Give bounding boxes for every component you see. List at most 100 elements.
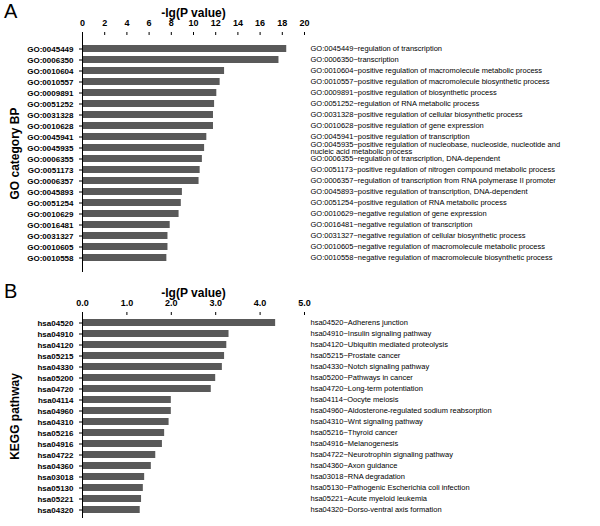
svg-text:hsa04310~Wnt signaling pathway: hsa04310~Wnt signaling pathway xyxy=(311,417,424,426)
svg-text:GO:0010605~negative regulation: GO:0010605~negative regulation of macrom… xyxy=(311,242,546,251)
svg-text:hsa05221: hsa05221 xyxy=(37,495,74,504)
svg-text:hsa04120: hsa04120 xyxy=(37,341,74,350)
svg-text:GO:0006357: GO:0006357 xyxy=(27,177,74,186)
svg-text:0: 0 xyxy=(80,18,85,28)
svg-text:hsa04330: hsa04330 xyxy=(37,363,74,372)
svg-text:GO:0006350: GO:0006350 xyxy=(27,56,74,65)
svg-text:4: 4 xyxy=(124,18,129,28)
svg-text:GO:0031328: GO:0031328 xyxy=(27,111,74,120)
svg-text:GO:0010558~negative regulation: GO:0010558~negative regulation of macrom… xyxy=(311,253,553,262)
svg-text:GO:0045449~regulation of trans: GO:0045449~regulation of transcription xyxy=(311,44,443,53)
svg-text:hsa05215: hsa05215 xyxy=(37,352,74,361)
svg-text:18: 18 xyxy=(277,18,287,28)
svg-text:-lg(P value): -lg(P value) xyxy=(161,286,225,300)
html-text:nucleic acid metabolic process: nucleic acid metabolic process xyxy=(310,147,413,157)
svg-text:hsa04722~Neurotrophin signalin: hsa04722~Neurotrophin signaling pathway xyxy=(311,450,454,459)
svg-text:GO:0006355: GO:0006355 xyxy=(27,155,74,164)
svg-text:5.0: 5.0 xyxy=(298,298,311,308)
svg-text:hsa04120~Ubiquitin mediated pr: hsa04120~Ubiquitin mediated proteolysis xyxy=(311,340,449,349)
svg-text:hsa03018~RNA degradation: hsa03018~RNA degradation xyxy=(311,472,405,481)
svg-text:GO:0010558: GO:0010558 xyxy=(27,254,74,263)
svg-text:GO:0010557~positive regulation: GO:0010557~positive regulation of macrom… xyxy=(311,77,550,86)
svg-text:KEGG pathway: KEGG pathway xyxy=(8,373,22,460)
svg-text:6: 6 xyxy=(147,18,152,28)
svg-text:12: 12 xyxy=(210,17,221,28)
svg-text:GO:0009891: GO:0009891 xyxy=(27,89,74,98)
svg-text:GO:0051254: GO:0051254 xyxy=(27,199,74,208)
svg-text:GO:0045935: GO:0045935 xyxy=(27,144,74,153)
svg-text:hsa05200~Pathways in cancer: hsa05200~Pathways in cancer xyxy=(311,373,414,382)
svg-text:hsa04910: hsa04910 xyxy=(37,330,74,339)
svg-text:GO:0006350~transcription: GO:0006350~transcription xyxy=(311,55,399,64)
svg-text:20: 20 xyxy=(299,18,309,28)
svg-text:-lg(P value): -lg(P value) xyxy=(161,6,225,20)
svg-text:2.0: 2.0 xyxy=(165,297,178,308)
svg-text:hsa04960~Aldosterone-regulated: hsa04960~Aldosterone-regulated sodium re… xyxy=(311,406,492,415)
svg-text:hsa04114~Oocyte meiosis: hsa04114~Oocyte meiosis xyxy=(311,395,399,404)
svg-text:GO:0006357~regulation of trans: GO:0006357~regulation of transcription f… xyxy=(311,176,557,185)
html-text:GO:0045935~positive regulation: GO:0045935~positive regulation of nucleo… xyxy=(310,139,561,149)
svg-text:GO:0016481~negative regulation: GO:0016481~negative regulation of transc… xyxy=(311,220,473,229)
svg-text:GO:0051252: GO:0051252 xyxy=(27,100,74,109)
svg-text:GO:0010629~negative regulation: GO:0010629~negative regulation of gene e… xyxy=(311,209,487,218)
svg-text:GO:0010604~positive regulation: GO:0010604~positive regulation of macrom… xyxy=(311,66,543,75)
svg-text:GO:0006355~regulation of trans: GO:0006355~regulation of transcription, … xyxy=(311,154,501,163)
svg-text:GO:0031328~positive regulation: GO:0031328~positive regulation of cellul… xyxy=(311,110,523,119)
svg-text:0.0: 0.0 xyxy=(76,298,89,308)
svg-text:14: 14 xyxy=(233,18,243,28)
svg-text:hsa05130: hsa05130 xyxy=(37,484,74,493)
svg-text:GO:0045941~positive regulation: GO:0045941~positive regulation of transc… xyxy=(310,132,470,142)
svg-text:GO:0051173~positive regulation: GO:0051173~positive regulation of nitrog… xyxy=(311,165,556,174)
svg-text:GO category BP: GO category BP xyxy=(8,107,22,199)
svg-text:hsa05216: hsa05216 xyxy=(37,429,74,438)
html-text:A: A xyxy=(4,0,18,22)
svg-text:GO:0051252~regulation of RNA m: GO:0051252~regulation of RNA metabolic p… xyxy=(311,99,480,108)
svg-text:hsa04520: hsa04520 xyxy=(37,319,74,328)
svg-text:3.0: 3.0 xyxy=(209,297,222,308)
svg-text:hsa03018: hsa03018 xyxy=(37,473,74,482)
svg-text:GO:0031327: GO:0031327 xyxy=(27,232,74,241)
html-text:B: B xyxy=(4,280,18,302)
svg-text:GO:0016481: GO:0016481 xyxy=(27,221,74,230)
svg-text:GO:0010557: GO:0010557 xyxy=(27,78,74,87)
svg-text:2: 2 xyxy=(102,18,107,28)
svg-text:hsa04310: hsa04310 xyxy=(37,418,74,427)
svg-text:hsa04320: hsa04320 xyxy=(37,506,74,515)
svg-text:8: 8 xyxy=(168,17,174,28)
svg-text:hsa04360~Axon guidance: hsa04360~Axon guidance xyxy=(311,461,398,470)
svg-text:hsa04916: hsa04916 xyxy=(37,440,74,449)
svg-text:GO:0045449: GO:0045449 xyxy=(27,45,74,54)
svg-text:hsa04360: hsa04360 xyxy=(37,462,74,471)
svg-text:16: 16 xyxy=(255,18,265,28)
svg-text:hsa04720: hsa04720 xyxy=(37,385,74,394)
svg-text:GO:0045893: GO:0045893 xyxy=(27,188,74,197)
svg-text:hsa04960: hsa04960 xyxy=(37,407,74,416)
svg-text:hsa04320~Dorso-ventral axis fo: hsa04320~Dorso-ventral axis formation xyxy=(311,505,442,514)
svg-text:hsa04910~Insulin signaling pat: hsa04910~Insulin signaling pathway xyxy=(311,329,432,338)
svg-text:GO:0010605: GO:0010605 xyxy=(27,243,74,252)
svg-text:GO:0045893~positive regulation: GO:0045893~positive regulation of transc… xyxy=(311,187,529,196)
svg-text:hsa05130~Pathogenic Escherichi: hsa05130~Pathogenic Escherichia coli inf… xyxy=(311,483,470,492)
svg-text:GO:0010628~positive regulation: GO:0010628~positive regulation of gene e… xyxy=(311,121,484,130)
svg-text:10: 10 xyxy=(188,17,199,28)
svg-text:1.0: 1.0 xyxy=(121,298,134,308)
svg-text:4.0: 4.0 xyxy=(254,298,267,308)
svg-text:GO:0051173: GO:0051173 xyxy=(28,166,74,175)
svg-text:hsa04916~Melanogenesis: hsa04916~Melanogenesis xyxy=(311,439,399,448)
svg-text:GO:0051254~positive regulation: GO:0051254~positive regulation of RNA me… xyxy=(311,198,507,207)
svg-text:GO:0010629: GO:0010629 xyxy=(27,210,74,219)
svg-text:hsa04722: hsa04722 xyxy=(37,451,74,460)
svg-text:hsa05216~Thyroid cancer: hsa05216~Thyroid cancer xyxy=(311,428,398,437)
svg-text:GO:0045941: GO:0045941 xyxy=(27,133,74,142)
svg-text:hsa04520~Adherens junction: hsa04520~Adherens junction xyxy=(311,318,408,327)
svg-text:GO:0009891~positive regulation: GO:0009891~positive regulation of biosyn… xyxy=(311,88,497,97)
svg-text:hsa04114: hsa04114 xyxy=(38,396,74,405)
svg-text:hsa05221~Acute myeloid leukemi: hsa05221~Acute myeloid leukemia xyxy=(311,494,428,503)
svg-text:hsa04330~Notch signaling pathw: hsa04330~Notch signaling pathway xyxy=(311,362,430,371)
svg-text:hsa05200: hsa05200 xyxy=(37,374,74,383)
svg-text:hsa05215~Prostate cancer: hsa05215~Prostate cancer xyxy=(311,351,401,360)
svg-text:GO:0010628: GO:0010628 xyxy=(27,122,74,131)
svg-text:GO:0031327~negative regulation: GO:0031327~negative regulation of cellul… xyxy=(311,231,526,240)
svg-text:GO:0010604: GO:0010604 xyxy=(27,67,74,76)
svg-text:hsa04720~Long-term potentiatio: hsa04720~Long-term potentiation xyxy=(311,384,423,393)
